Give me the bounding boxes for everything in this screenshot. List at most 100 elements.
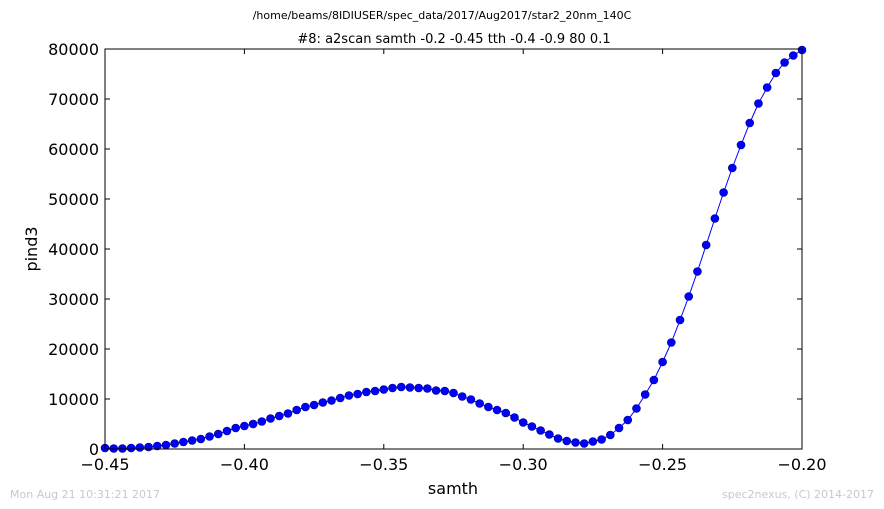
data-point	[684, 292, 694, 301]
data-point	[144, 442, 153, 452]
data-point	[353, 389, 362, 399]
data-point	[649, 375, 659, 385]
data-point	[632, 404, 641, 413]
data-point	[736, 140, 746, 150]
data-point	[396, 382, 406, 392]
data-point	[518, 418, 528, 427]
data-point	[762, 83, 772, 92]
data-point	[309, 400, 319, 410]
data-point	[780, 58, 789, 67]
data-point	[362, 387, 371, 397]
data-point	[423, 384, 432, 393]
x-tick-label: −0.25	[638, 455, 687, 474]
axes-frame	[104, 48, 803, 450]
data-point	[701, 240, 711, 250]
data-point	[335, 393, 345, 403]
y-tick-label: 60000	[48, 140, 99, 159]
plot-area	[100, 45, 807, 453]
data-point	[266, 414, 275, 423]
suptitle: /home/beams/8IDIUSER/spec_data/2017/Aug2…	[253, 9, 632, 22]
data-point	[614, 423, 624, 433]
data-point	[248, 419, 258, 429]
data-point	[431, 386, 441, 395]
data-point	[379, 385, 389, 394]
data-point	[553, 434, 563, 443]
data-point	[152, 441, 162, 451]
footer-timestamp: Mon Aug 21 10:31:21 2017	[10, 488, 160, 501]
data-point	[606, 430, 615, 440]
data-point	[205, 432, 214, 441]
data-point	[623, 415, 633, 425]
data-point	[562, 436, 572, 446]
data-point	[388, 383, 397, 393]
data-point	[597, 435, 606, 444]
data-point	[257, 417, 267, 426]
data-point	[405, 383, 415, 392]
y-tick-label: 40000	[48, 240, 99, 259]
data-point	[667, 338, 676, 347]
data-point	[579, 439, 589, 448]
data-point	[292, 405, 301, 415]
data-point	[719, 188, 728, 197]
data-point	[788, 51, 798, 60]
data-point	[344, 391, 354, 400]
y-tick-label: 70000	[48, 90, 99, 109]
data-point	[274, 411, 284, 421]
footer-credit: spec2nexus, (C) 2014-2017	[722, 488, 874, 501]
y-tick-label: 30000	[48, 290, 99, 309]
chart-title: #8: a2scan samth -0.2 -0.45 tth -0.4 -0.…	[297, 32, 610, 47]
data-point	[213, 429, 223, 439]
y-tick-label: 50000	[48, 190, 99, 209]
data-point	[135, 443, 145, 452]
y-tick-label: 10000	[48, 390, 99, 409]
data-point	[640, 390, 650, 399]
data-point	[222, 426, 232, 436]
ticks: −0.45 −0.40 −0.35 −0.30 −0.25 −0.20 0 10000 2000…	[48, 40, 826, 474]
data-point	[170, 439, 179, 448]
data-point	[536, 426, 545, 435]
data-point	[658, 357, 667, 367]
y-tick-label: 80000	[48, 40, 99, 59]
data-point	[545, 430, 554, 439]
x-tick-label: −0.20	[777, 455, 826, 474]
x-tick-label: −0.40	[220, 455, 269, 474]
data-point	[414, 383, 423, 393]
data-point	[231, 423, 240, 433]
data-point	[727, 163, 737, 173]
data-point	[501, 408, 511, 418]
data-point	[457, 392, 467, 401]
data-point	[126, 443, 136, 453]
data-point	[771, 68, 781, 78]
data-point	[283, 409, 293, 418]
data-point	[187, 436, 197, 445]
data-point	[675, 315, 685, 325]
data-point	[693, 267, 702, 276]
y-axis-label: pind3	[22, 226, 41, 271]
data-point	[327, 396, 336, 405]
data-point	[370, 386, 380, 396]
data-point	[588, 437, 598, 446]
data-point	[466, 395, 476, 404]
data-point	[475, 399, 484, 408]
data-point	[449, 388, 458, 398]
data-point	[196, 434, 206, 444]
data-point	[710, 214, 720, 223]
data-point	[179, 437, 188, 447]
data-point	[510, 413, 519, 422]
data-point	[240, 421, 249, 431]
data-point	[754, 99, 763, 108]
data-point	[161, 440, 171, 450]
x-tick-label: −0.35	[359, 455, 408, 474]
data-point	[484, 402, 493, 412]
data-point	[301, 402, 310, 412]
x-tick-label: −0.45	[80, 455, 129, 474]
data-point	[318, 398, 328, 407]
data-point	[492, 405, 502, 415]
data-point	[745, 118, 755, 128]
y-tick-label: 0	[89, 440, 99, 459]
data-point	[527, 422, 537, 431]
x-axis-label: samth	[428, 479, 478, 498]
data-point	[440, 386, 450, 396]
y-tick-label: 20000	[48, 340, 99, 359]
